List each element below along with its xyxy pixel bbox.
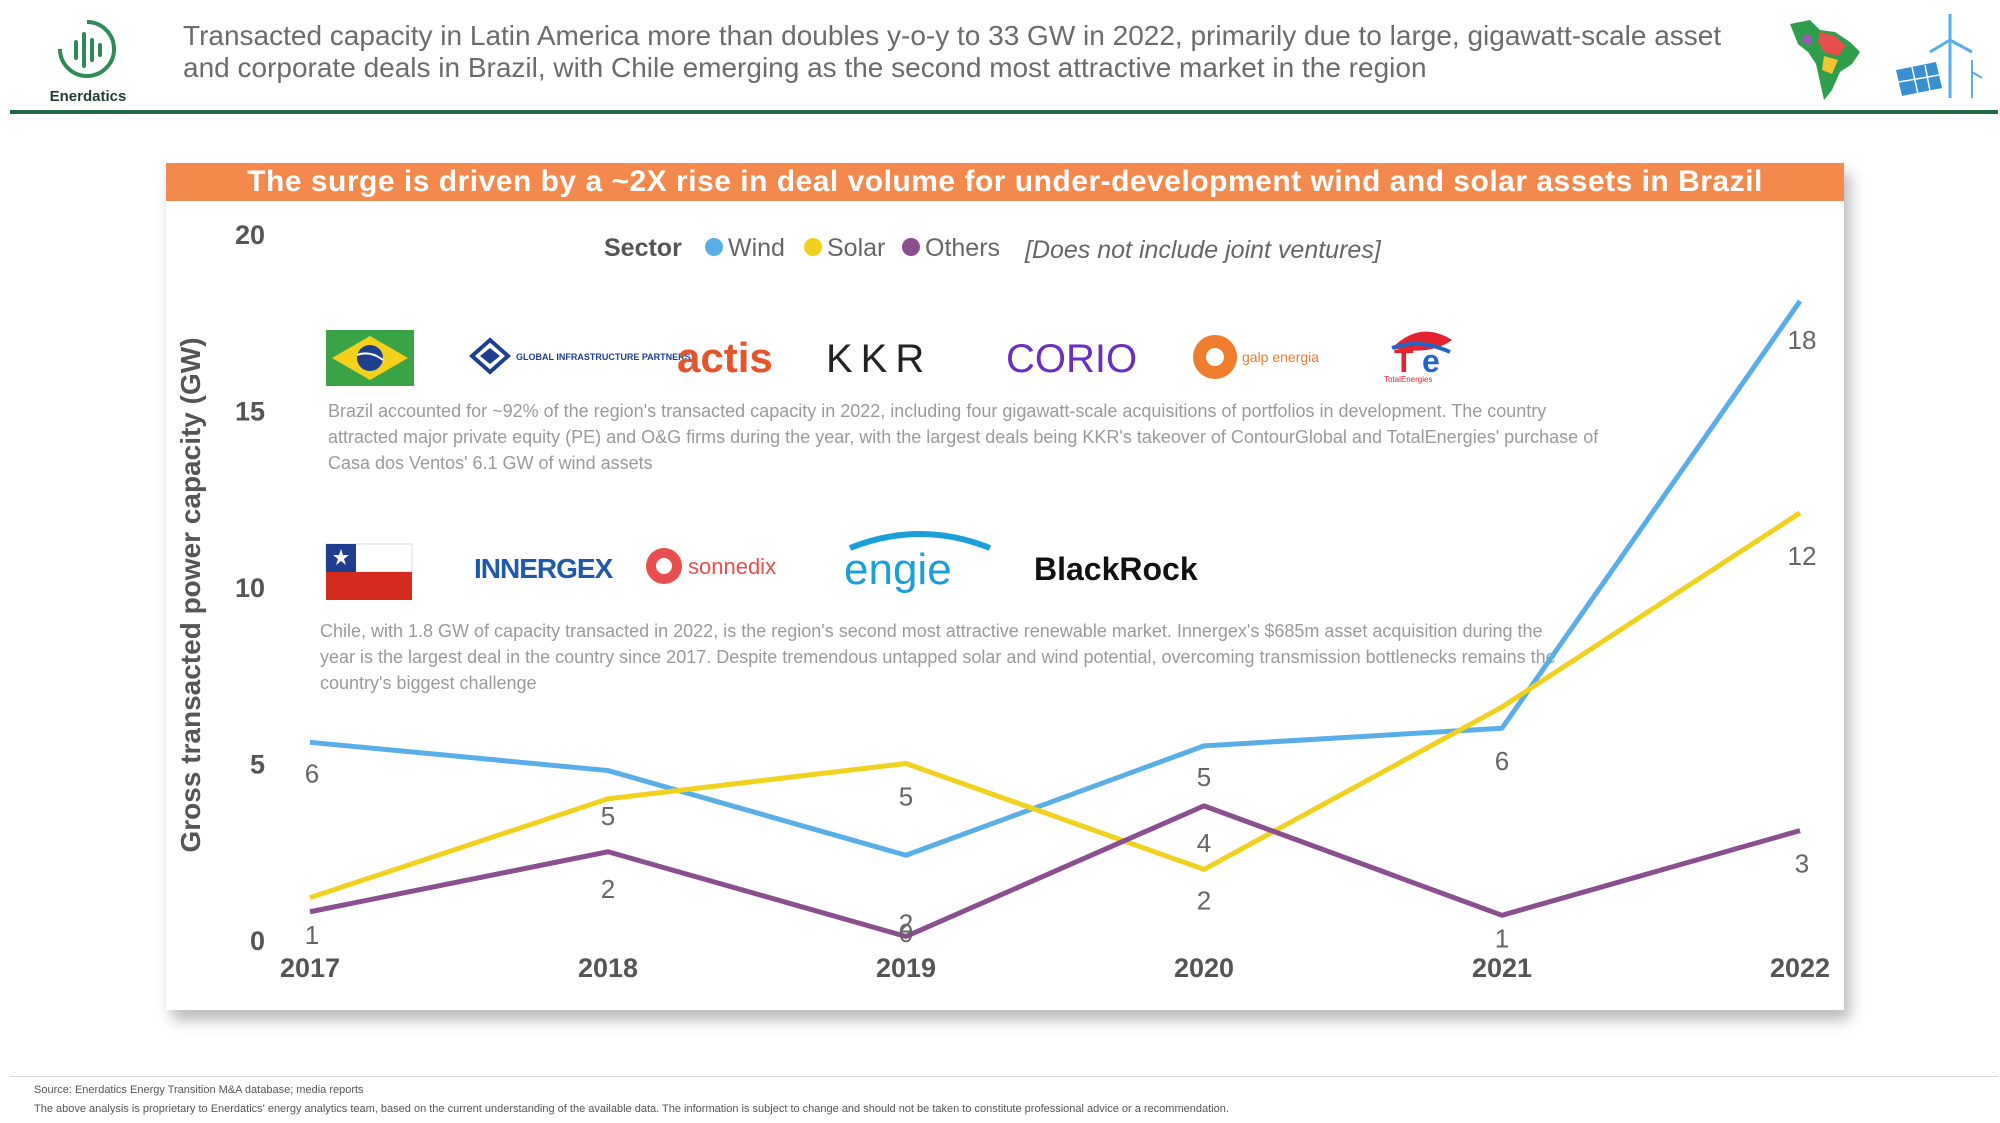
actis-logo: actis (677, 334, 773, 381)
header-divider (10, 110, 1998, 114)
legend-others-marker (902, 238, 920, 256)
kkr-logo: KKR (826, 337, 932, 381)
page-title: Transacted capacity in Latin America mor… (183, 20, 1722, 83)
x-tick-label: 2022 (1770, 953, 1830, 983)
galp-logo-text: galp energia (1242, 349, 1319, 365)
brand-name: Enerdatics (49, 88, 127, 105)
data-label-others: 4 (1197, 828, 1211, 858)
y-tick-label: 10 (235, 573, 265, 603)
x-tick-label: 2021 (1472, 953, 1532, 983)
sonnedix-logo-text: sonnedix (688, 554, 776, 579)
disclaimer: The above analysis is proprietary to Ene… (34, 1103, 1229, 1115)
y-tick-label: 20 (235, 220, 265, 250)
chart-card (166, 163, 1844, 1010)
legend-wind-marker (705, 238, 723, 256)
x-tick-label: 2020 (1174, 953, 1234, 983)
enerdatics-logo-icon (50, 12, 124, 86)
y-tick-label: 5 (250, 750, 265, 780)
solar-wind-icon (1890, 10, 1985, 100)
data-label-solar: 12 (1788, 541, 1817, 571)
legend-others-label: Others (925, 234, 1000, 262)
latin-america-map-icon (1780, 12, 1870, 102)
gip-logo-text: GLOBAL INFRASTRUCTURE PARTNERS (516, 352, 691, 362)
legend: Sector Wind Solar Others [Does not inclu… (604, 234, 1382, 264)
x-tick-label: 2019 (876, 953, 936, 983)
legend-solar-label: Solar (827, 234, 885, 262)
data-label-solar: 2 (1197, 885, 1211, 915)
legend-wind-label: Wind (728, 234, 785, 262)
data-label-extra: 0 (899, 918, 913, 948)
data-label-others: 2 (899, 908, 913, 938)
brazil-flag-icon (326, 330, 414, 386)
data-label-others: 3 (1795, 849, 1809, 879)
innergex-logo: INNERGEX (474, 553, 614, 584)
chile-flag-icon (325, 543, 413, 600)
corio-logo: CORIO (1006, 337, 1137, 381)
data-label-wind: 6 (1495, 746, 1509, 776)
engie-logo: engie (844, 531, 992, 594)
engie-logo-text: engie (844, 545, 952, 594)
legend-note: [Does not include joint ventures] (1024, 236, 1382, 264)
y-axis-label: Gross transacted power capacity (GW) (175, 337, 206, 852)
brazil-note: Brazil accounted for ~92% of the region'… (328, 401, 1599, 473)
data-label-others: 1 (305, 920, 319, 950)
series-line-others (309, 803, 1801, 939)
data-label-others: 2 (601, 874, 615, 904)
gip-logo: GLOBAL INFRASTRUCTURE PARTNERS (468, 337, 691, 375)
galp-logo: galp energia (1193, 335, 1319, 379)
svg-text:e: e (1422, 343, 1440, 379)
data-label-solar: 5 (899, 782, 913, 812)
series-line-wind (309, 299, 1803, 858)
svg-text:T: T (1394, 343, 1414, 379)
footer-divider (10, 1076, 1998, 1077)
data-label-wind: 6 (305, 758, 319, 788)
data-label-solar: 5 (601, 801, 615, 831)
y-tick-label: 0 (250, 926, 265, 956)
y-tick-label: 15 (235, 397, 265, 427)
source-note: Source: Enerdatics Energy Transition M&A… (34, 1084, 364, 1096)
chart-banner: The surge is driven by a ~2X rise in dea… (166, 163, 1844, 201)
totalenergies-logo: T e TotalEnergies (1384, 331, 1452, 384)
blackrock-logo: BlackRock (1034, 551, 1198, 587)
x-tick-label: 2018 (578, 953, 638, 983)
chile-note: Chile, with 1.8 GW of capacity transacte… (320, 621, 1556, 693)
legend-title: Sector (604, 234, 682, 262)
data-label-others: 1 (1495, 923, 1509, 953)
data-label-wind: 18 (1788, 325, 1817, 355)
totalenergies-logo-text: TotalEnergies (1384, 375, 1432, 384)
series-line-solar (309, 510, 1802, 901)
sonnedix-logo: sonnedix (646, 548, 776, 584)
x-tick-label: 2017 (280, 953, 340, 983)
legend-solar-marker (804, 238, 822, 256)
data-label-wind: 5 (1197, 762, 1211, 792)
